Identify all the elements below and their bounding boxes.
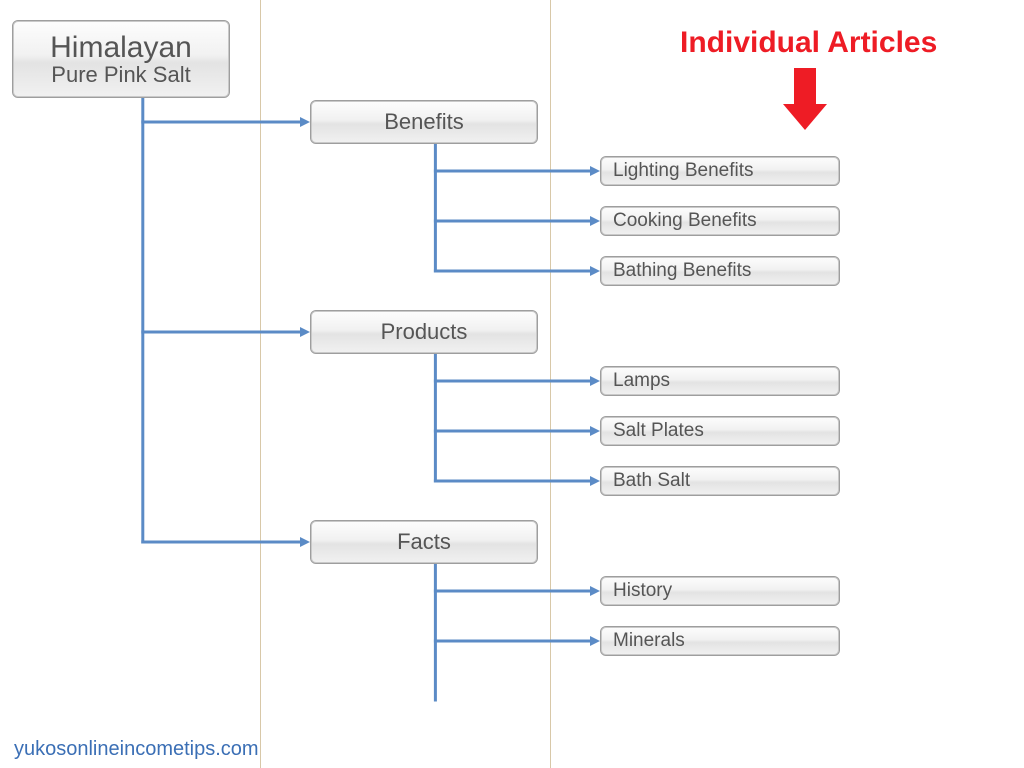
leaf-node: Lamps — [600, 366, 840, 396]
root-title: Himalayan — [50, 32, 192, 64]
footer-link-text: yukosonlineincometips.com — [14, 738, 259, 761]
callout-label: Individual Articles — [680, 26, 937, 60]
leaf-node: Lighting Benefits — [600, 156, 840, 186]
leaf-node: Cooking Benefits — [600, 206, 840, 236]
leaf-node: Minerals — [600, 626, 840, 656]
leaf-node: Bath Salt — [600, 466, 840, 496]
leaf-node: History — [600, 576, 840, 606]
leaf-node: Salt Plates — [600, 416, 840, 446]
category-node-products: Products — [310, 310, 538, 354]
category-node-facts: Facts — [310, 520, 538, 564]
root-node: Himalayan Pure Pink Salt — [12, 20, 230, 98]
guide-line-2 — [550, 0, 551, 768]
root-subtitle: Pure Pink Salt — [51, 63, 190, 86]
guide-line-1 — [260, 0, 261, 768]
category-node-benefits: Benefits — [310, 100, 538, 144]
diagram-stage: Himalayan Pure Pink Salt Individual Arti… — [0, 0, 1024, 768]
leaf-node: Bathing Benefits — [600, 256, 840, 286]
